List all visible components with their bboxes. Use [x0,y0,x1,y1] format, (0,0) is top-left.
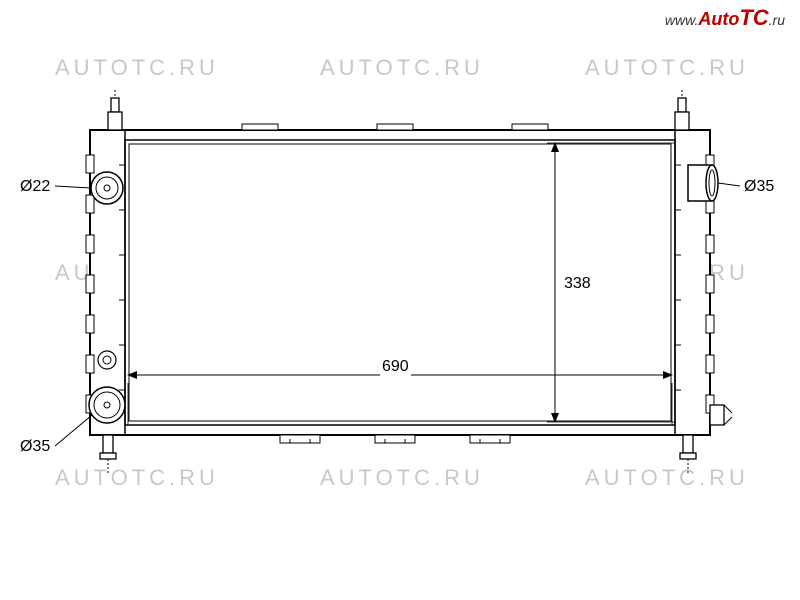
dim-height-label: 338 [562,275,593,293]
drawing-svg [0,0,800,600]
port-label-right: Ø35 [742,178,776,196]
dim-width-label: 690 [380,358,411,376]
technical-drawing: AUTOTC.RUAUTOTC.RUAUTOTC.RUAUTOTC.RUAUTO… [0,0,800,600]
port-label-left-top: Ø22 [18,178,52,196]
port-label-left-bottom: Ø35 [18,438,52,456]
